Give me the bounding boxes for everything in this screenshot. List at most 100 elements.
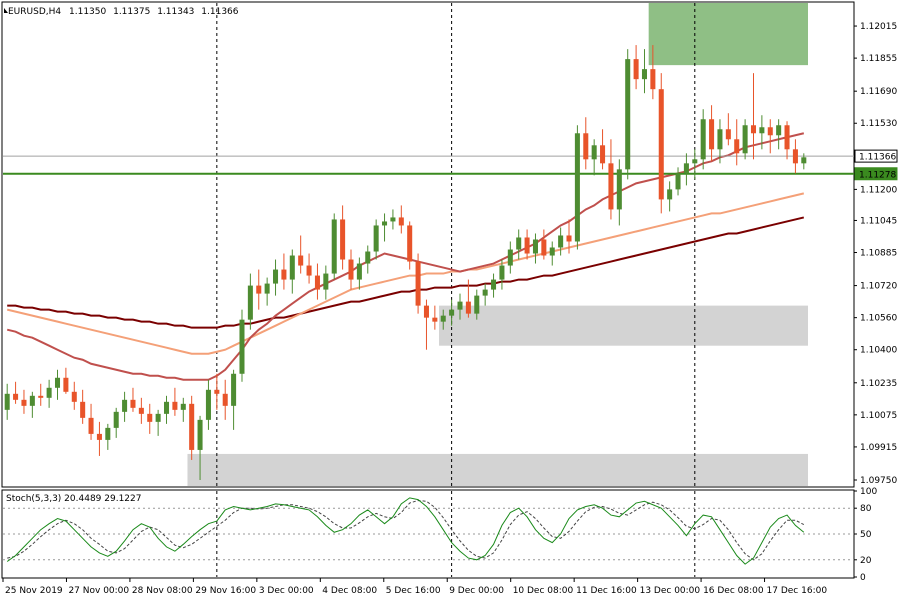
bear-candle <box>138 397 144 424</box>
bear-candle <box>608 139 614 220</box>
candle-body <box>658 89 664 200</box>
candle-body <box>231 373 237 406</box>
bull-candle <box>591 139 597 176</box>
bear-candle <box>71 381 77 410</box>
candle-body <box>574 133 580 242</box>
bull-candle <box>323 265 329 300</box>
bear-candle <box>566 219 572 254</box>
price-tick-label: 1.09750 <box>860 476 897 486</box>
candle-body <box>432 317 438 322</box>
candle-body <box>306 265 312 276</box>
candle-body <box>390 217 396 222</box>
stochastic-tick-label: 100 <box>860 487 877 497</box>
price-tick-label: 1.11200 <box>860 185 897 195</box>
zones-layer <box>187 3 808 486</box>
candle-body <box>147 413 153 422</box>
candle-body <box>709 119 715 150</box>
time-tick-label: 5 Dec 16:00 <box>386 586 441 596</box>
time-tick-label: 17 Dec 16:00 <box>767 586 828 596</box>
bull-candle <box>239 309 245 382</box>
candle-body <box>407 225 413 262</box>
price-axis[interactable]: 1.12015 1.11855 1.11690 1.11530 1.11366 1.112… <box>854 22 898 486</box>
candle-body <box>71 391 77 402</box>
candle-body <box>742 125 748 154</box>
candle-body <box>457 301 463 310</box>
candle-body <box>80 401 86 418</box>
main-price-pane[interactable] <box>1 1 855 488</box>
bull-candle <box>356 257 362 290</box>
stochastic-tick-label: 0 <box>860 573 866 583</box>
bull-candle <box>273 259 279 296</box>
bull-candle <box>449 299 455 326</box>
candle-body <box>130 399 136 408</box>
bear-candle <box>398 205 404 234</box>
candle-body <box>281 269 287 280</box>
ma-slow-line <box>7 216 805 329</box>
bear-candle <box>80 389 86 424</box>
candle-body <box>138 407 144 414</box>
price-tick-label: 1.10720 <box>860 282 897 292</box>
bear-candle <box>21 389 27 414</box>
price-tick-label: 1.11855 <box>860 54 897 64</box>
bear-candle <box>583 117 589 170</box>
bull-candle <box>180 397 186 422</box>
time-tick-label: 16 Dec 08:00 <box>703 586 764 596</box>
candle-body <box>499 265 505 280</box>
bull-candle <box>105 423 111 450</box>
bear-candle <box>750 73 757 160</box>
time-axis[interactable]: 25 Nov 2019 27 Nov 00:00 28 Nov 08:00 29 No… <box>2 578 828 596</box>
candle-body <box>801 157 807 164</box>
bull-candle <box>499 259 505 290</box>
candle-body <box>449 309 455 316</box>
bull-candle <box>574 125 580 250</box>
bull-candle <box>683 153 689 186</box>
ma-mid-line <box>6 192 805 355</box>
candle-body <box>633 59 639 80</box>
bull-candle <box>692 149 698 180</box>
bull-candle <box>122 391 128 422</box>
candle-body <box>465 301 471 314</box>
bear-candle <box>725 113 731 146</box>
stochastic-tick-label: 50 <box>860 530 872 540</box>
supply-zone <box>648 3 808 66</box>
candle-body <box>197 419 203 450</box>
candle-body <box>566 235 572 242</box>
bear-candle <box>524 229 530 260</box>
candle-body <box>38 395 44 398</box>
bull-candle <box>164 395 170 424</box>
candle-body <box>532 239 538 254</box>
candle-body <box>113 411 119 428</box>
bull-candle <box>801 153 807 170</box>
time-tick-label: 25 Nov 2019 <box>5 586 63 596</box>
bull-candle <box>616 159 622 226</box>
bear-candle <box>734 119 740 166</box>
close-value: 1.11366 <box>201 7 238 17</box>
support-level-tag <box>854 167 898 181</box>
bear-candle <box>709 105 715 162</box>
candle-body <box>172 401 178 410</box>
candle-body <box>415 261 421 306</box>
bear-candle <box>633 45 639 90</box>
candle-body <box>189 403 195 450</box>
bull-candle <box>717 119 723 164</box>
bull-candle <box>197 415 203 480</box>
bull-candle <box>558 227 564 256</box>
bull-candle <box>457 293 463 320</box>
candle-body <box>675 173 681 190</box>
moving-averages-layer <box>6 132 805 381</box>
bull-candle <box>247 273 253 330</box>
bear-candle <box>600 129 606 170</box>
bear-candle <box>256 269 262 310</box>
candle-body <box>331 219 337 274</box>
bear-candle <box>189 395 195 460</box>
bear-candle <box>541 229 547 260</box>
bear-candle <box>281 253 287 290</box>
bull-candle <box>507 241 513 274</box>
candle-body <box>600 145 606 164</box>
candle-body <box>541 239 547 256</box>
candle-body <box>423 305 429 318</box>
bear-candle <box>96 421 102 456</box>
candle-body <box>583 133 589 160</box>
